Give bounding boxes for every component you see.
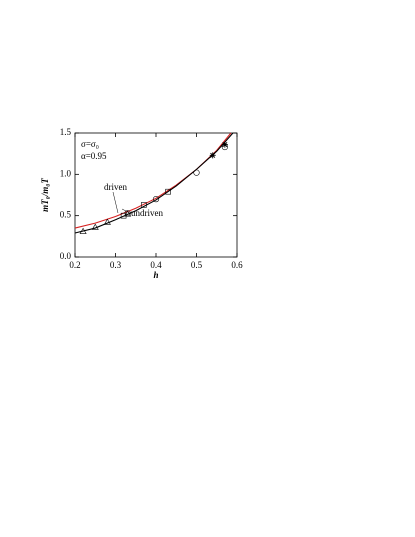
annotation: α=0.95 xyxy=(81,151,107,161)
x-tick-label: 0.2 xyxy=(69,260,80,270)
circle-marker xyxy=(193,169,200,176)
star-marker xyxy=(221,141,228,148)
annotation: σ=σ₀ xyxy=(81,139,99,149)
annotation: driven xyxy=(104,182,127,192)
triangle-marker xyxy=(103,218,111,225)
x-tick-label: 0.6 xyxy=(231,260,243,270)
star-marker xyxy=(209,152,216,159)
square-marker xyxy=(165,188,171,195)
circle-marker xyxy=(152,196,160,203)
y-tick-label: 0.0 xyxy=(60,251,72,261)
circle-marker xyxy=(124,210,131,217)
annotation: undriven xyxy=(131,208,163,218)
triangle-marker xyxy=(79,227,87,234)
x-tick-label: 0.4 xyxy=(150,260,162,270)
y-tick-label: 1.0 xyxy=(60,168,72,178)
x-axis-label: h xyxy=(153,270,158,280)
square-marker xyxy=(141,202,147,208)
triangle-marker xyxy=(91,223,99,230)
y-axis-label: mT₀/m₀T xyxy=(40,178,50,212)
x-tick-label: 0.3 xyxy=(110,260,122,270)
x-tick-label: 0.5 xyxy=(191,260,203,270)
y-tick-label: 0.5 xyxy=(60,210,72,220)
line xyxy=(74,132,234,234)
y-tick-label: 1.5 xyxy=(60,127,72,137)
pointer xyxy=(112,191,119,214)
